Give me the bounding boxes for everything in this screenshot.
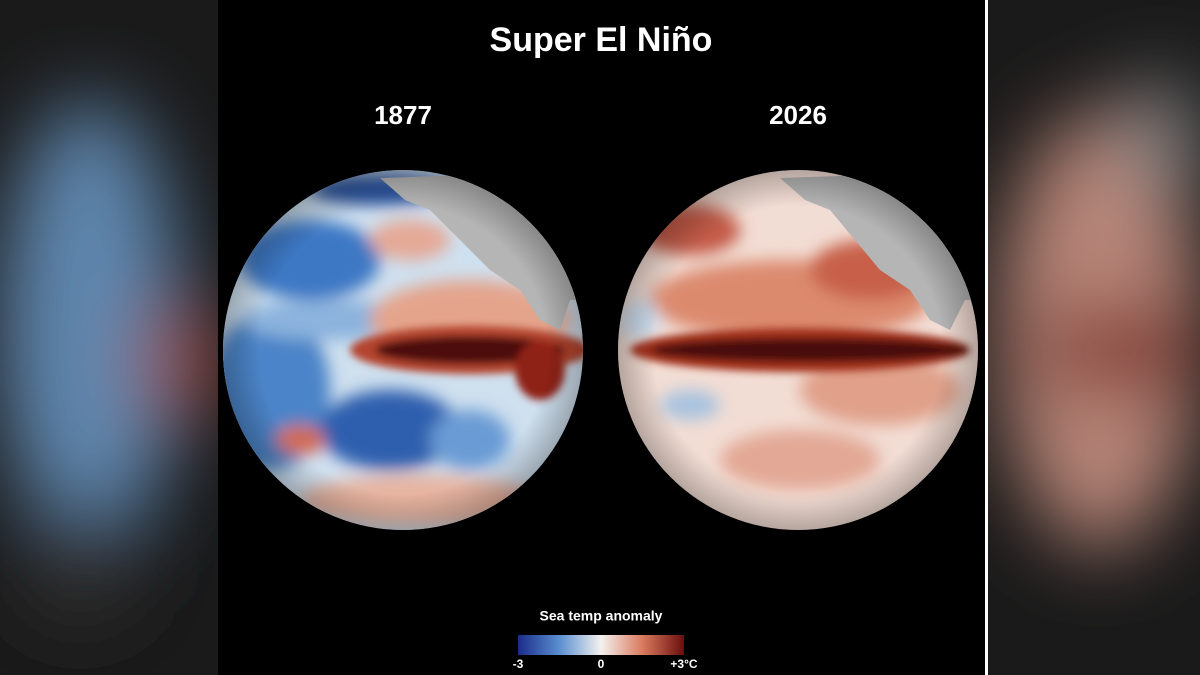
legend-title: Sea temp anomaly (540, 608, 663, 624)
divider (985, 0, 988, 675)
panel-label: 2026 (769, 100, 827, 130)
legend-tick: -3 (513, 657, 524, 671)
blurred-right (988, 0, 1200, 675)
color-bar (518, 635, 684, 655)
globe-1877 (223, 170, 583, 530)
blurred-left (0, 0, 218, 675)
globe-2026 (618, 170, 978, 530)
legend-tick: 0 (598, 657, 605, 671)
title: Super El Niño (490, 21, 713, 59)
panel-label: 1877 (374, 100, 432, 130)
legend-tick: +3°C (670, 657, 697, 671)
